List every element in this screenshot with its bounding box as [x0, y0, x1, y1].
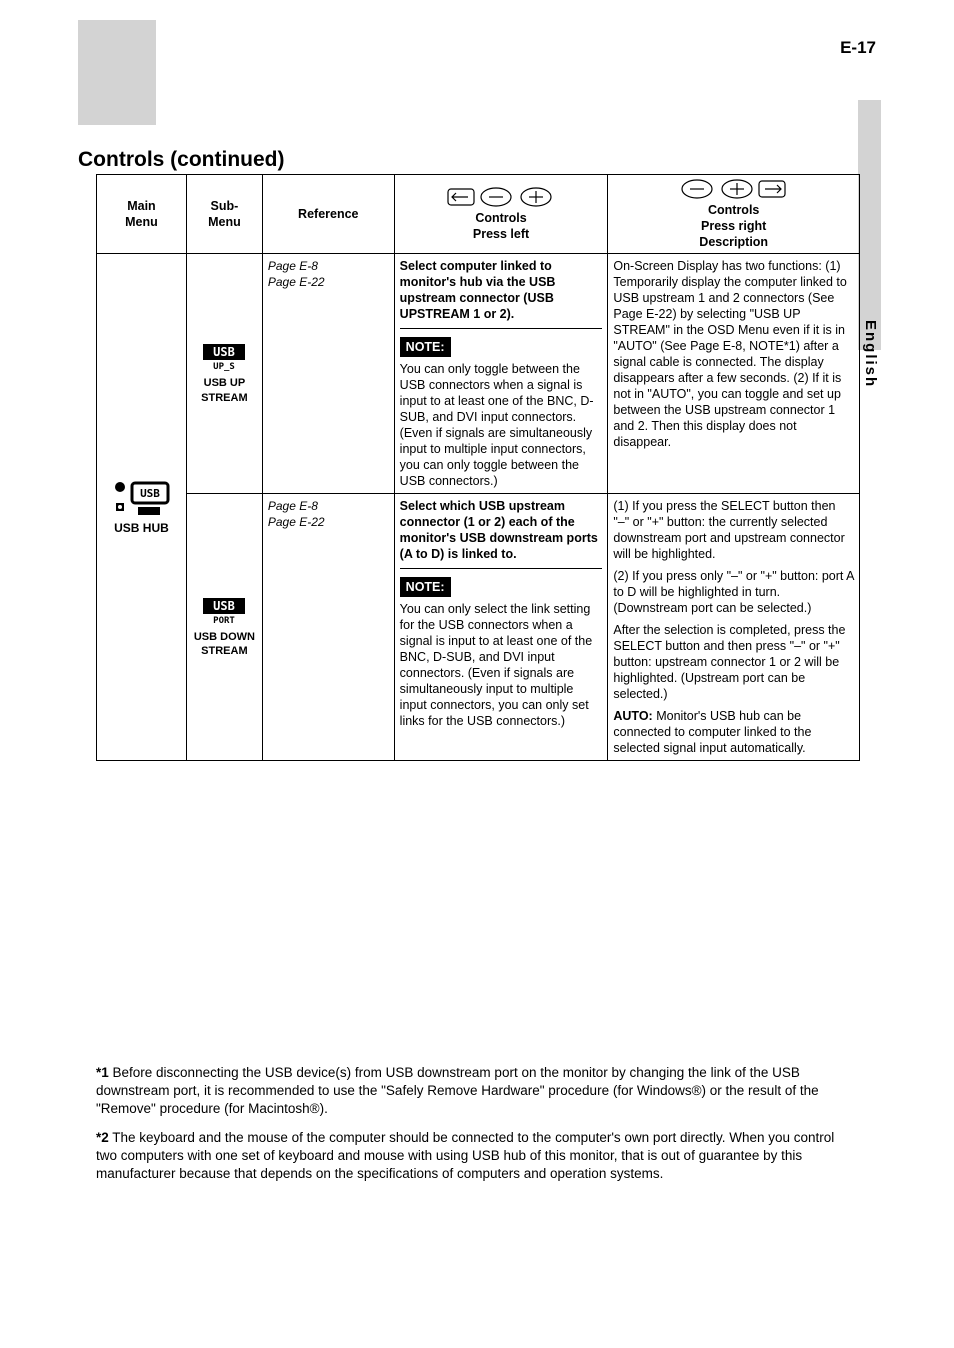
sub-menu-down-stream: USB PORT USB DOWN STREAM — [186, 494, 262, 761]
description-cell-1: On-Screen Display has two functions: (1)… — [608, 254, 860, 494]
svg-text:USB: USB — [214, 345, 236, 359]
header-controls-right: Controls Press right Description — [608, 175, 860, 254]
note-badge: NOTE: — [400, 577, 451, 597]
main-menu-cell: USB USB HUB — [97, 254, 187, 761]
usb-hub-icon: USB — [110, 477, 172, 517]
header-reference: Reference — [262, 175, 394, 254]
table-row-usb-upstream: USB USB HUB USB UP_S USB UP STREAM Page … — [97, 254, 860, 494]
page-number: E-17 — [840, 38, 876, 58]
controls-cell-1: Select computer linked to monitor's hub … — [394, 254, 608, 494]
controls-cell-2: Select which USB upstream connector (1 o… — [394, 494, 608, 761]
select-minus-plus-icon — [446, 186, 556, 208]
description-cell-2: (1) If you press the SELECT button then … — [608, 494, 860, 761]
reference-cell-2: Page E-8 Page E-22 — [262, 494, 394, 761]
section-heading: Controls (continued) — [78, 148, 284, 172]
svg-text:UP_S: UP_S — [214, 362, 236, 372]
usb-port-icon: USB PORT — [201, 596, 247, 626]
footnotes: *1 Before disconnecting the USB device(s… — [96, 1064, 856, 1183]
minus-plus-select-icon — [679, 178, 789, 200]
svg-text:USB: USB — [141, 487, 161, 500]
svg-text:PORT: PORT — [214, 616, 236, 626]
header-controls-left: Controls Press left — [394, 175, 608, 254]
header-main-menu: Main Menu — [97, 175, 187, 254]
footnote-1: *1 Before disconnecting the USB device(s… — [96, 1064, 856, 1119]
decorative-gray-block — [78, 20, 156, 125]
note-badge: NOTE: — [400, 337, 451, 357]
footnote-2: *2 The keyboard and the mouse of the com… — [96, 1129, 856, 1184]
usb-ups-icon: USB UP_S — [201, 342, 247, 372]
header-sub-menu: Sub- Menu — [186, 175, 262, 254]
reference-cell-1: Page E-8 Page E-22 — [262, 254, 394, 494]
table-row-usb-downstream: USB PORT USB DOWN STREAM Page E-8 Page E… — [97, 494, 860, 761]
svg-text:USB: USB — [214, 599, 236, 613]
side-tab-block — [858, 100, 881, 350]
sub-menu-up-stream: USB UP_S USB UP STREAM — [186, 254, 262, 494]
controls-table: Main Menu Sub- Menu Reference Controls P… — [96, 174, 860, 761]
language-tab: English — [862, 320, 879, 388]
table-header-row: Main Menu Sub- Menu Reference Controls P… — [97, 175, 860, 254]
